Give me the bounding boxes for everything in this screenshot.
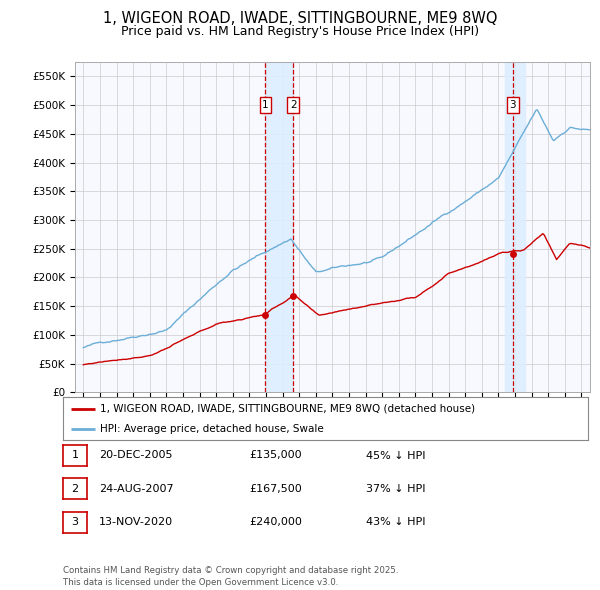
Text: 1: 1 bbox=[262, 100, 269, 110]
Text: 45% ↓ HPI: 45% ↓ HPI bbox=[366, 451, 425, 460]
Text: 2: 2 bbox=[71, 484, 79, 493]
Text: 3: 3 bbox=[509, 100, 516, 110]
Text: Price paid vs. HM Land Registry's House Price Index (HPI): Price paid vs. HM Land Registry's House … bbox=[121, 25, 479, 38]
Text: HPI: Average price, detached house, Swale: HPI: Average price, detached house, Swal… bbox=[100, 424, 323, 434]
Text: 24-AUG-2007: 24-AUG-2007 bbox=[99, 484, 173, 493]
Text: £240,000: £240,000 bbox=[249, 517, 302, 527]
Text: £167,500: £167,500 bbox=[249, 484, 302, 493]
Text: 20-DEC-2005: 20-DEC-2005 bbox=[99, 451, 173, 460]
Text: 37% ↓ HPI: 37% ↓ HPI bbox=[366, 484, 425, 493]
Text: £135,000: £135,000 bbox=[249, 451, 302, 460]
Text: 1: 1 bbox=[71, 451, 79, 460]
Text: 43% ↓ HPI: 43% ↓ HPI bbox=[366, 517, 425, 527]
Text: 1, WIGEON ROAD, IWADE, SITTINGBOURNE, ME9 8WQ (detached house): 1, WIGEON ROAD, IWADE, SITTINGBOURNE, ME… bbox=[100, 404, 475, 414]
Text: 13-NOV-2020: 13-NOV-2020 bbox=[99, 517, 173, 527]
Text: 3: 3 bbox=[71, 517, 79, 527]
Bar bbox=[265, 62, 293, 392]
Bar bbox=[505, 62, 526, 392]
Text: Contains HM Land Registry data © Crown copyright and database right 2025.
This d: Contains HM Land Registry data © Crown c… bbox=[63, 566, 398, 587]
Text: 1, WIGEON ROAD, IWADE, SITTINGBOURNE, ME9 8WQ: 1, WIGEON ROAD, IWADE, SITTINGBOURNE, ME… bbox=[103, 11, 497, 25]
Text: 2: 2 bbox=[290, 100, 296, 110]
